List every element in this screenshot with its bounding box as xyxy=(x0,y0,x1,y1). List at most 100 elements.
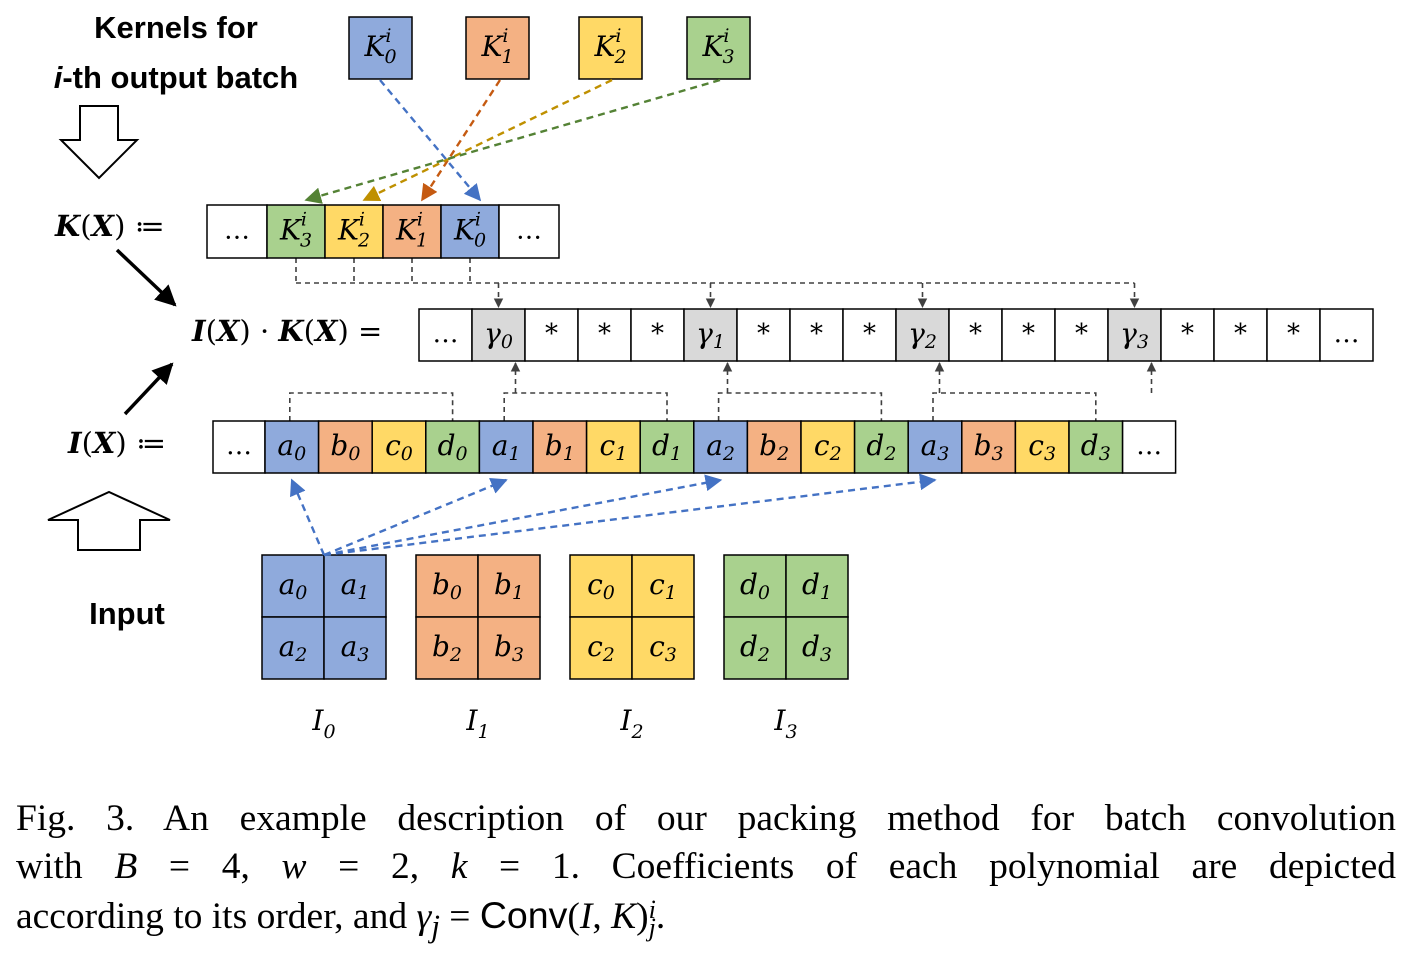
prod-cell-10 xyxy=(948,308,1003,362)
prod-cell-0 xyxy=(418,308,473,362)
prod-cell-label-2: * xyxy=(545,319,558,349)
ix-cell-label-16: d3 xyxy=(1081,429,1111,466)
ix-cell-6 xyxy=(532,420,588,474)
kernels-title-line2: i-th output batch xyxy=(54,60,299,95)
kx-cell-3 xyxy=(382,204,442,259)
prod-cell-label-12: * xyxy=(1075,319,1088,349)
kx-cell-label-3: Ki 1 xyxy=(395,209,428,252)
kx-cell-label-1: Ki 3 xyxy=(279,209,312,252)
prod-cell-14 xyxy=(1160,308,1215,362)
input-arrow-0 xyxy=(290,478,326,556)
input-2-cell-label-3: c3 xyxy=(649,630,677,667)
kernel-label-3: Ki 3 xyxy=(701,25,734,68)
input-1-cell-label-2: b2 xyxy=(432,630,462,667)
ix-group-bracket-2 xyxy=(717,392,883,421)
kernels-title-line1: Kernels for xyxy=(94,10,258,45)
prod-cell-label-6: * xyxy=(757,319,770,349)
ix-cell-9 xyxy=(693,420,749,474)
packing-diagram: Kernels for i-th output batch Input K(X)… xyxy=(47,10,1374,743)
prod-cell-label-11: * xyxy=(1022,319,1035,349)
input-0-cell-label-2: a2 xyxy=(279,630,308,667)
product-label: I(X) · K(X) = xyxy=(191,314,382,348)
caption-line-3: according to its order, and γj = Conv(I,… xyxy=(16,894,666,944)
input-1-cell-3 xyxy=(477,616,541,680)
ix-cell-label-15: c3 xyxy=(1028,429,1056,466)
kx-assign-label: K(X) ≔ xyxy=(54,209,165,243)
ix-cell-14 xyxy=(961,420,1017,474)
prod-cell-1 xyxy=(471,308,526,362)
input-2-cell-0 xyxy=(569,554,633,618)
input-2-cell-label-0: c0 xyxy=(587,568,615,605)
ix-assign-label: I(X) ≔ xyxy=(67,426,166,460)
ix-group-bracket-0 xyxy=(289,392,454,421)
ix-cell-label-8: d1 xyxy=(652,429,682,466)
prod-cell-label-4: * xyxy=(651,319,664,349)
kx-cell-4 xyxy=(440,204,500,259)
kernel-label-1: Ki 1 xyxy=(480,25,513,68)
ix-cell-label-4: d0 xyxy=(438,429,468,466)
prod-cell-label-7: * xyxy=(810,319,823,349)
hollow-down-arrow-icon xyxy=(58,105,140,180)
ix-cell-label-5: a1 xyxy=(492,429,521,466)
ix-cell-label-13: a3 xyxy=(921,429,950,466)
prod-cell-label-16: * xyxy=(1287,319,1300,349)
ix-cell-label-2: b0 xyxy=(330,429,360,466)
prod-cell-11 xyxy=(1001,308,1056,362)
ix-cell-label-11: c2 xyxy=(814,429,842,466)
ix-cell-5 xyxy=(478,420,534,474)
kx-cell-5 xyxy=(498,204,560,259)
input-2-cell-label-2: c2 xyxy=(587,630,615,667)
caption-line-2: with B = 4, w = 2, k = 1. Coefficients o… xyxy=(16,846,1397,887)
input-0-cell-3 xyxy=(323,616,387,680)
prod-cell-label-15: * xyxy=(1234,319,1247,349)
kernel-arrow-0 xyxy=(379,79,482,202)
prod-cell-label-14: * xyxy=(1181,319,1194,349)
ix-cell-11 xyxy=(800,420,856,474)
input-3-cell-label-3: d3 xyxy=(802,630,832,667)
input-2-cell-2 xyxy=(569,616,633,680)
ix-cell-7 xyxy=(585,420,641,474)
input-1-cell-1 xyxy=(477,554,541,618)
input-label: Input xyxy=(89,596,165,631)
ix-cell-label-10: b2 xyxy=(759,429,789,466)
prod-cell-label-8: * xyxy=(863,319,876,349)
prod-cell-7 xyxy=(789,308,844,362)
input-arrow-1 xyxy=(323,477,508,557)
prod-cell-3 xyxy=(577,308,632,362)
ix-cell-3 xyxy=(371,420,427,474)
figure-caption: Fig. 3. An example description of our pa… xyxy=(16,795,1396,951)
input-2-cell-1 xyxy=(631,554,695,618)
kernel-arrow-3 xyxy=(304,78,721,204)
prod-cell-5 xyxy=(683,308,738,362)
input-0-cell-1 xyxy=(323,554,387,618)
kx-cell-label-5: … xyxy=(516,216,542,246)
kernel-box-3 xyxy=(686,16,751,80)
prod-cell-label-0: … xyxy=(433,319,459,349)
input-3-cell-2 xyxy=(723,616,787,680)
ix-group-bracket-1 xyxy=(503,392,668,421)
kernel-label-0: Ki 0 xyxy=(363,25,396,68)
ix-cell-label-7: c1 xyxy=(600,429,628,466)
input-2-cell-label-1: c1 xyxy=(649,568,677,605)
input-arrow-3 xyxy=(323,473,937,557)
kernel-box-2 xyxy=(578,16,643,80)
ix-cell-label-3: c0 xyxy=(385,429,413,466)
prod-cell-label-17: … xyxy=(1334,319,1360,349)
input-1-cell-label-0: b0 xyxy=(432,568,462,605)
ix-to-product-arrow xyxy=(123,362,174,416)
ix-cell-label-17: … xyxy=(1136,431,1162,461)
ix-cell-4 xyxy=(425,420,481,474)
input-3-cell-1 xyxy=(785,554,849,618)
input-arrow-2 xyxy=(323,474,723,557)
input-3-cell-3 xyxy=(785,616,849,680)
input-0-cell-label-0: a0 xyxy=(279,568,308,605)
input-0-label: I0 xyxy=(311,704,335,743)
prod-cell-label-10: * xyxy=(969,319,982,349)
ix-cell-label-6: b1 xyxy=(545,429,575,466)
prod-cell-4 xyxy=(630,308,685,362)
input-3-cell-label-0: d0 xyxy=(740,568,770,605)
ix-cell-1 xyxy=(264,420,320,474)
ix-cell-2 xyxy=(317,420,373,474)
prod-cell-label-9: γ2 xyxy=(908,317,937,354)
ix-cell-10 xyxy=(746,420,802,474)
